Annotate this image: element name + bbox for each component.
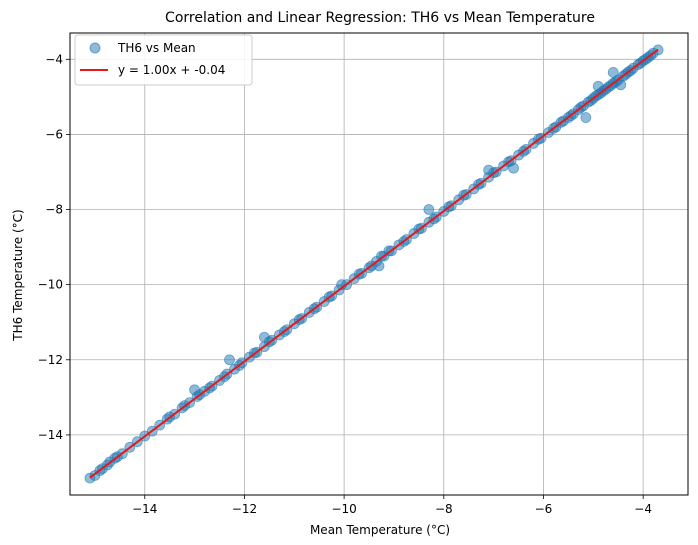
data-point xyxy=(607,67,619,78)
data-point xyxy=(615,79,627,91)
y-tick-label: −12 xyxy=(38,353,63,367)
x-tick-label: −14 xyxy=(132,502,157,516)
x-tick-label: −6 xyxy=(535,502,553,516)
y-tick-label: −14 xyxy=(38,428,63,442)
data-point xyxy=(258,331,270,343)
y-tick-label: −8 xyxy=(45,203,63,217)
chart-title: Correlation and Linear Regression: TH6 v… xyxy=(165,10,595,26)
y-tick-label: −6 xyxy=(45,127,63,141)
data-point xyxy=(224,354,235,366)
data-point xyxy=(483,164,495,176)
data-point xyxy=(592,80,604,92)
x-tick-label: −12 xyxy=(232,502,257,516)
legend-label-line: y = 1.00x + -0.04 xyxy=(118,63,225,77)
x-tick-label: −8 xyxy=(435,502,453,516)
legend-box xyxy=(74,34,253,86)
x-tick-label: −10 xyxy=(331,502,356,516)
legend: TH6 vs Mean y = 1.00x + -0.04 xyxy=(74,34,253,86)
y-axis-label: TH6 Temperature (°C) xyxy=(11,209,25,341)
legend-label-scatter: TH6 vs Mean xyxy=(117,41,196,55)
data-point xyxy=(189,384,200,396)
x-axis-label: Mean Temperature (°C) xyxy=(310,523,450,537)
legend-scatter-marker xyxy=(89,42,101,54)
y-tick-label: −10 xyxy=(38,278,63,292)
data-point xyxy=(508,162,519,174)
regression-line xyxy=(89,48,659,479)
y-tick-label: −4 xyxy=(45,52,63,66)
data-point xyxy=(580,112,592,123)
regression-line-layer xyxy=(89,48,659,479)
axis-ticks: −14 −12 −10 −8 −6 −4 −14 −12 −10 −8 −6 −4 xyxy=(38,52,652,516)
data-point xyxy=(423,204,435,215)
x-tick-label: −4 xyxy=(634,502,652,516)
plot-frame xyxy=(69,32,689,496)
